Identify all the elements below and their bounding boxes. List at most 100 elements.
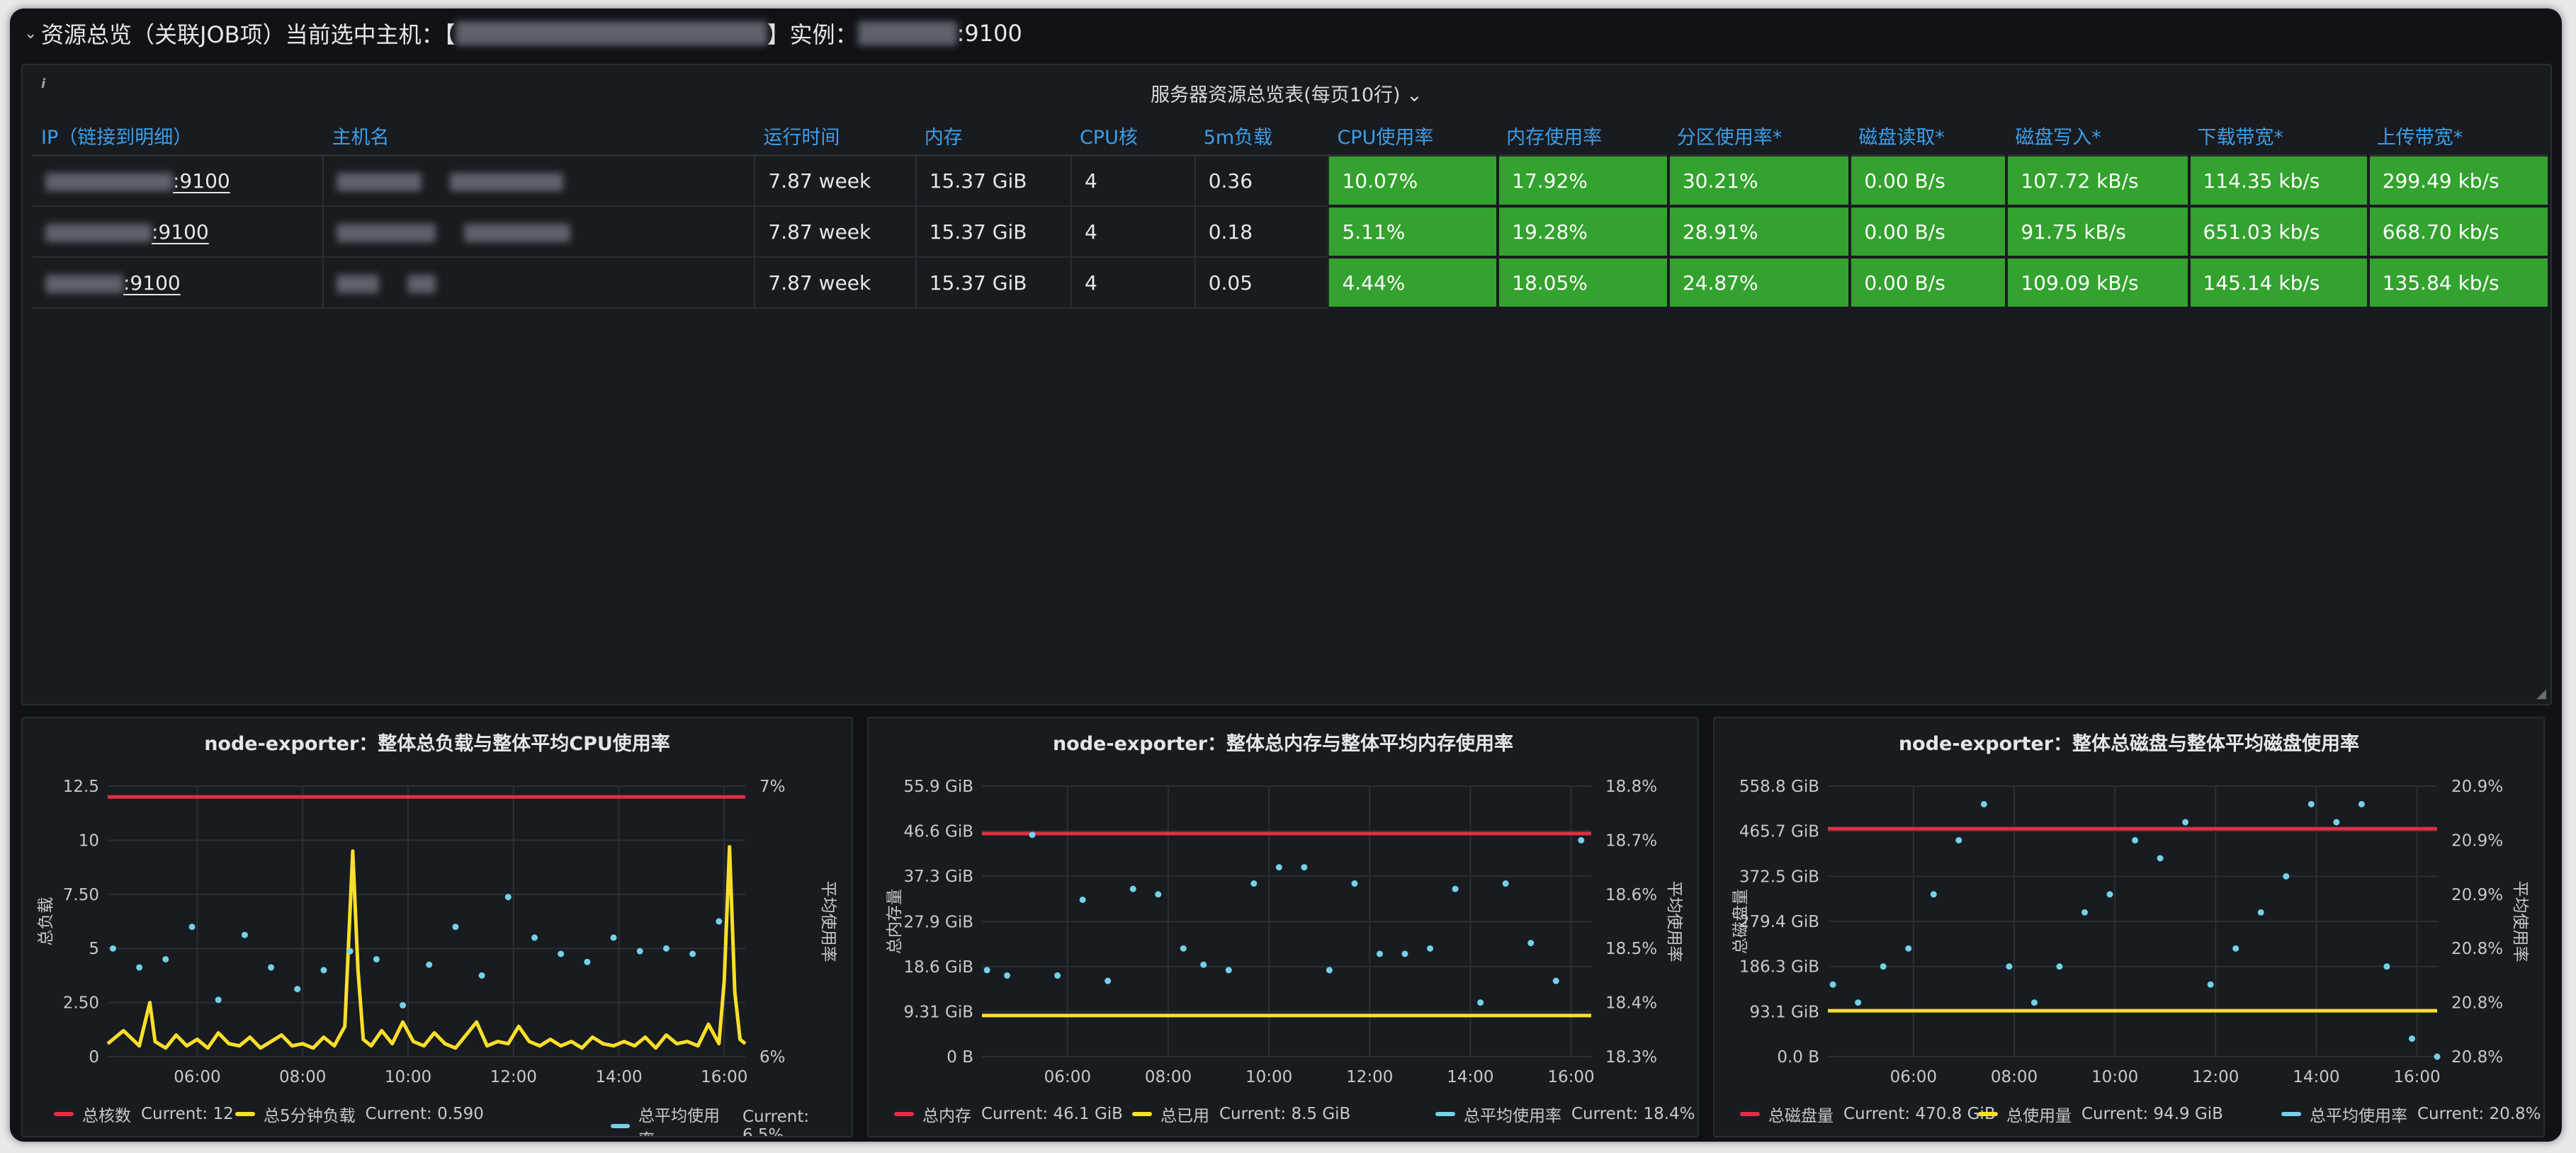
legend-series-name: 总使用量 — [2006, 1107, 2072, 1125]
scatter-point — [1301, 864, 1308, 871]
column-header[interactable]: 分区使用率* — [1668, 116, 1851, 157]
legend-item[interactable]: 总内存 Current: 46.1 GiB — [894, 1102, 1123, 1126]
column-header[interactable]: CPU核 — [1070, 116, 1195, 157]
redacted-hostname — [407, 274, 436, 293]
ip-port[interactable]: :9100 — [173, 169, 230, 193]
scatter-point — [1980, 800, 1987, 807]
resize-handle-icon[interactable]: ◢ — [2536, 686, 2546, 701]
chevron-down-icon[interactable]: ⌄ — [24, 24, 38, 42]
legend-item[interactable]: 总5分钟负载 Current: 0.590 — [235, 1102, 484, 1126]
scatter-point — [1930, 891, 1937, 898]
column-header[interactable]: 主机名 — [323, 116, 755, 157]
redacted-ip — [45, 223, 152, 242]
y2-tick-label: 20.8% — [2451, 940, 2503, 958]
y-tick-label: 18.6 GiB — [903, 958, 973, 977]
y-tick-label: 27.9 GiB — [903, 913, 973, 931]
column-header[interactable]: 上传带宽* — [2368, 116, 2549, 157]
scatter-point — [504, 894, 512, 901]
cpu-cell: 4 — [1070, 257, 1196, 309]
upload-cell: 299.49 kb/s — [2368, 155, 2550, 208]
scatter-point — [1275, 864, 1282, 871]
column-header[interactable]: 5m负载 — [1194, 116, 1329, 157]
chart-panel-load-cpu: node-exporter：整体总负载与整体平均CPU使用率 0 2.50 5 7.5… — [21, 717, 853, 1137]
scatter-point — [136, 964, 143, 971]
y2-tick-label: 18.3% — [1605, 1048, 1657, 1067]
x-tick-label: 08:00 — [279, 1068, 326, 1086]
legend-current-value: Current: 6.5% — [742, 1108, 810, 1137]
table-row: :9100 7.87 week 15.37 GiB 4 0.36 10.07% 17.92%… — [33, 155, 2550, 208]
scatter-point — [1427, 945, 1434, 952]
y-tick-label: 7.50 — [63, 886, 99, 904]
legend-series-name: 总平均使用率 — [2310, 1107, 2407, 1125]
x-tick-label: 06:00 — [1890, 1068, 1937, 1086]
scatter-point — [452, 924, 459, 931]
y2-tick-label: 18.6% — [1605, 886, 1657, 904]
part-usage-cell: 24.87% — [1668, 257, 1852, 309]
scatter-point — [1829, 981, 1836, 988]
x-tick-label: 12:00 — [2192, 1068, 2239, 1086]
column-header[interactable]: 内存使用率 — [1498, 116, 1668, 157]
chart-title[interactable]: node-exporter：整体总磁盘与整体平均磁盘使用率 — [1898, 733, 2360, 755]
hostname-cell — [323, 257, 756, 309]
ip-link[interactable]: :9100 — [33, 155, 324, 207]
uptime-cell: 7.87 week — [755, 206, 917, 258]
row-header[interactable]: ⌄ 资源总览（关联JOB项）当前选中主机：【 】实例： :9100 — [10, 8, 2562, 58]
scatter-point — [531, 934, 538, 941]
scatter-point — [1477, 999, 1484, 1006]
ip-link[interactable]: :9100 — [33, 206, 324, 258]
ip-port[interactable]: :9100 — [123, 271, 181, 295]
column-header[interactable]: IP（链接到明细） — [33, 116, 324, 157]
scatter-point — [400, 1001, 407, 1009]
y-tick-label: 93.1 GiB — [1749, 1003, 1819, 1021]
chart-title[interactable]: node-exporter：整体总负载与整体平均CPU使用率 — [204, 733, 670, 755]
legend-item[interactable]: 总磁盘量 Current: 470.8 GiB — [1740, 1102, 1996, 1126]
info-icon[interactable]: i — [41, 76, 46, 91]
scatter-point — [294, 986, 301, 992]
disk-write-cell: 91.75 kB/s — [2006, 206, 2191, 259]
legend-item[interactable]: 总核数 Current: 12 — [54, 1102, 234, 1126]
scatter-point — [662, 945, 670, 952]
scatter-point — [2182, 819, 2189, 826]
legend-item[interactable]: 总已用 Current: 8.5 GiB — [1132, 1102, 1350, 1126]
legend-current-value: Current: 18.4% — [1571, 1105, 1695, 1123]
column-header[interactable]: 磁盘读取* — [1850, 116, 2007, 157]
x-tick-label: 16:00 — [2393, 1068, 2440, 1086]
part-usage-cell: 30.21% — [1668, 155, 1852, 208]
chart-title[interactable]: node-exporter：整体总内存与整体平均内存使用率 — [1052, 733, 1514, 755]
scatter-point — [1250, 880, 1258, 887]
legend-item[interactable]: 总平均使用率 Current: 20.8% — [2281, 1102, 2541, 1126]
column-header[interactable]: 内存 — [915, 116, 1071, 157]
scatter-point — [1855, 999, 1862, 1006]
disk-write-cell: 109.09 kB/s — [2006, 257, 2191, 309]
panel-title[interactable]: 服务器资源总览表(每页10行) ⌄ — [1151, 84, 1423, 106]
redacted-instance — [857, 21, 957, 45]
redacted-hostname — [464, 223, 571, 242]
hostname-cell — [323, 155, 756, 207]
y-tick-label: 55.9 GiB — [903, 778, 973, 796]
column-header[interactable]: 磁盘写入* — [2006, 116, 2189, 157]
column-header[interactable]: 下载带宽* — [2188, 116, 2368, 157]
redacted-ip — [45, 274, 123, 293]
y2-tick-label: 20.9% — [2451, 778, 2503, 796]
legend-swatch — [1435, 1112, 1455, 1116]
column-header[interactable]: 运行时间 — [755, 116, 916, 157]
column-header[interactable]: CPU使用率 — [1328, 116, 1498, 157]
redacted-hostname — [337, 223, 436, 242]
scatter-point — [2434, 1053, 2441, 1060]
y-tick-label: 12.5 — [63, 778, 99, 796]
cpu-usage-cell: 4.44% — [1328, 257, 1500, 309]
legend-item[interactable]: 总使用量 Current: 94.9 GiB — [1978, 1102, 2223, 1126]
legend-item[interactable]: 总平均使用率 Current: 6.5% — [611, 1102, 852, 1137]
redacted-ip — [45, 173, 173, 191]
scatter-point — [1401, 950, 1408, 958]
ip-port[interactable]: :9100 — [152, 220, 209, 244]
ip-link[interactable]: :9100 — [33, 257, 324, 309]
cpu-usage-cell: 10.07% — [1328, 155, 1500, 208]
legend-current-value: Current: 0.590 — [365, 1105, 484, 1123]
hostname-cell — [323, 206, 756, 258]
scatter-point — [2283, 873, 2290, 880]
legend-swatch — [235, 1112, 255, 1116]
scatter-point — [162, 955, 169, 962]
y-tick-label: 46.6 GiB — [903, 823, 973, 841]
legend-item[interactable]: 总平均使用率 Current: 18.4% — [1435, 1102, 1695, 1126]
